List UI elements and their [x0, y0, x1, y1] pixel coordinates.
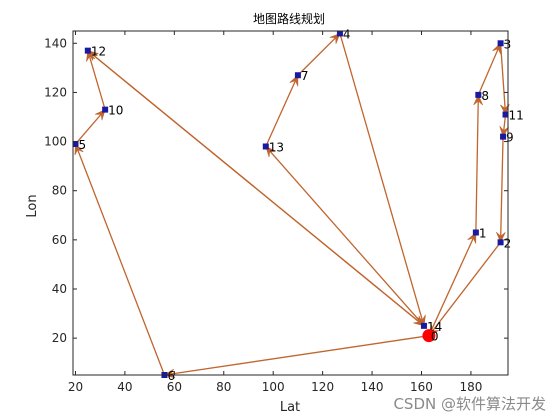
x-tick-label: 60	[167, 380, 182, 394]
y-tick-label: 20	[52, 331, 67, 345]
x-tick-label: 180	[459, 380, 482, 394]
route-segment	[499, 43, 507, 115]
customer-point-14	[420, 322, 427, 329]
customer-point-3	[497, 40, 504, 47]
depot-label: 0	[431, 330, 439, 344]
y-tick-label: 40	[52, 282, 67, 296]
point-label-6: 6	[167, 369, 175, 383]
route-arrowhead	[499, 125, 509, 138]
customer-point-2	[497, 239, 504, 246]
x-tick-label: 100	[262, 380, 285, 394]
point-label-5: 5	[78, 138, 86, 152]
point-label-9: 9	[506, 131, 514, 145]
plot-area-frame	[72, 30, 509, 376]
customer-point-5	[72, 141, 79, 148]
x-tick-label: 120	[311, 380, 334, 394]
x-tick-label: 80	[216, 380, 231, 394]
route-segment	[499, 136, 504, 243]
route-segment	[339, 33, 425, 327]
y-tick-label: 140	[44, 36, 67, 50]
routes-layer	[74, 32, 510, 379]
route-segment	[428, 241, 502, 337]
x-tick-label: 140	[361, 380, 384, 394]
route-segment	[297, 32, 341, 76]
x-axis-title: Lat	[280, 400, 300, 415]
route-segment	[74, 109, 106, 145]
customer-point-10	[102, 106, 109, 113]
customer-point-1	[472, 229, 479, 236]
point-label-4: 4	[343, 27, 351, 41]
point-label-2: 2	[504, 236, 512, 250]
depot-point	[422, 329, 436, 343]
point-label-11: 11	[509, 109, 524, 123]
y-tick-label: 100	[44, 135, 67, 149]
customer-point-9	[500, 133, 507, 140]
y-axis-title: Lon	[25, 194, 40, 217]
route-arrowhead	[473, 94, 483, 106]
customer-point-4	[336, 30, 343, 37]
route-segment	[475, 94, 479, 233]
point-label-10: 10	[108, 104, 123, 118]
point-label-13: 13	[269, 140, 284, 154]
y-tick-label: 60	[52, 233, 67, 247]
y-tick-label: 80	[52, 184, 67, 198]
route-segment	[428, 232, 477, 336]
point-label-7: 7	[301, 69, 309, 83]
route-segment	[477, 43, 502, 96]
customer-point-11	[502, 111, 509, 118]
route-segment	[265, 146, 425, 327]
point-label-3: 3	[504, 37, 512, 51]
x-tick-label: 160	[410, 380, 433, 394]
y-tick-label: 120	[44, 85, 67, 99]
customer-point-12	[84, 47, 91, 54]
x-tick-label: 40	[117, 380, 132, 394]
route-segment	[87, 50, 425, 327]
point-label-12: 12	[91, 45, 106, 59]
route-segment	[87, 50, 106, 110]
customer-point-8	[475, 91, 482, 98]
route-segment	[265, 74, 299, 147]
watermark: CSDN @软件算法开发	[393, 395, 546, 413]
route-segment	[164, 335, 430, 376]
route-segment	[74, 143, 166, 376]
point-label-8: 8	[481, 89, 489, 103]
customer-point-7	[294, 72, 301, 79]
x-tick-label: 20	[68, 380, 83, 394]
route-arrowhead	[163, 368, 176, 379]
customer-point-13	[262, 143, 269, 150]
route-arrowhead	[496, 231, 506, 244]
point-label-1: 1	[479, 226, 487, 240]
chart-title: 地图路线规划	[253, 11, 325, 26]
